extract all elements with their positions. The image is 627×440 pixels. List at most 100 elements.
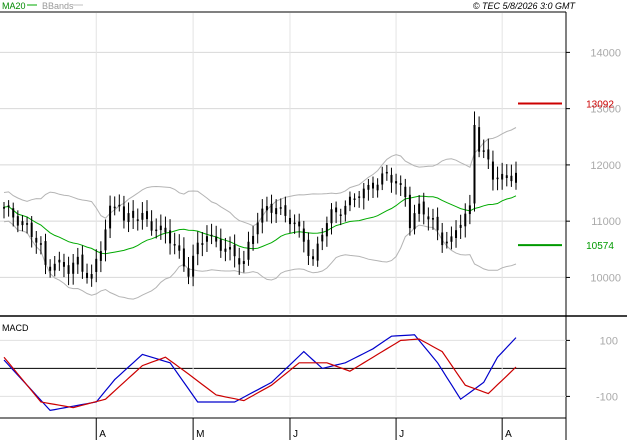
price-candle <box>307 232 310 266</box>
candle-body <box>122 206 125 221</box>
candle-body <box>86 272 89 278</box>
candle-body <box>178 245 181 251</box>
price-candle <box>408 186 411 236</box>
price-candle <box>478 116 481 158</box>
price-candle <box>459 214 462 239</box>
price-candle <box>413 204 416 235</box>
candle-body <box>201 243 204 245</box>
price-candle <box>427 207 430 231</box>
ma20-line <box>3 195 517 255</box>
candle-body <box>16 216 19 226</box>
candle-body <box>321 234 324 242</box>
price-candle <box>510 164 513 187</box>
x-tick-label: J <box>293 429 298 440</box>
candle-body <box>229 247 232 250</box>
candle-body <box>459 224 462 228</box>
candle-body <box>136 219 139 221</box>
candle-body <box>265 206 268 211</box>
bband-lower <box>3 220 517 300</box>
price-candle <box>238 247 241 275</box>
price-candle <box>215 225 218 248</box>
candle-body <box>210 234 213 237</box>
price-candle <box>3 202 5 219</box>
candle-body <box>238 258 241 265</box>
price-candle <box>339 208 342 226</box>
candle-body <box>150 221 153 231</box>
price-candle <box>270 194 273 224</box>
price-candle <box>86 263 89 284</box>
price-candle <box>49 259 52 278</box>
signal-line <box>3 338 517 409</box>
candle-body <box>422 201 425 215</box>
macd-grid <box>0 318 566 416</box>
candle-body <box>358 196 361 198</box>
price-tick-label: 12000 <box>590 160 621 172</box>
candle-body <box>159 225 162 231</box>
price-candle <box>219 228 222 258</box>
price-candle <box>229 236 232 261</box>
candle-body <box>298 221 301 227</box>
candle-body <box>58 259 61 263</box>
price-candle <box>145 200 148 227</box>
candle-body <box>501 173 504 180</box>
candle-body <box>496 177 499 180</box>
price-candle <box>404 178 407 207</box>
candle-body <box>487 149 490 160</box>
price-tick-label: 14000 <box>590 47 621 59</box>
candle-body <box>95 258 98 272</box>
candle-body <box>145 211 148 220</box>
price-candle <box>35 231 38 254</box>
x-tick-label: J <box>399 429 404 440</box>
candle-body <box>35 237 38 243</box>
candle-body <box>21 221 24 226</box>
price-candle <box>192 244 195 287</box>
price-candle <box>81 245 84 279</box>
candle-body <box>247 241 250 260</box>
price-candle <box>279 198 282 215</box>
price-candle <box>242 250 245 273</box>
candle-body <box>505 175 508 179</box>
x-tick-label: A <box>505 429 512 440</box>
x-tick-label: A <box>99 429 106 440</box>
price-candle <box>155 218 158 239</box>
candle-body <box>362 188 365 199</box>
candle-body <box>270 203 273 213</box>
price-candle <box>95 249 98 283</box>
price-candle <box>104 219 107 262</box>
price-candle <box>118 194 121 212</box>
price-candle <box>182 237 185 272</box>
candle-body <box>118 204 121 207</box>
candle-body <box>372 182 375 189</box>
candle-body <box>3 207 5 209</box>
price-candle <box>441 222 444 253</box>
candle-body <box>473 124 476 204</box>
candle-body <box>7 205 10 207</box>
price-candle <box>501 162 504 190</box>
candle-body <box>491 161 494 180</box>
candle-body <box>431 218 434 220</box>
candle-body <box>399 183 402 185</box>
price-candle <box>431 208 434 230</box>
price-candle <box>496 166 499 191</box>
price-candle <box>325 216 328 247</box>
price-candle <box>210 223 213 245</box>
candle-body <box>307 239 310 256</box>
candle-body <box>205 236 208 242</box>
price-candle <box>99 241 102 273</box>
candle-body <box>293 222 296 225</box>
candle-body <box>72 262 75 274</box>
price-candle <box>362 182 365 210</box>
price-candle <box>169 219 172 255</box>
price-candle <box>53 256 56 277</box>
candle-body <box>441 232 444 246</box>
price-candle <box>261 199 264 234</box>
price-candle <box>233 234 236 268</box>
price-candle <box>39 236 42 255</box>
price-candle <box>418 195 421 222</box>
resistance-level-label: 13092 <box>586 99 614 110</box>
price-candle <box>464 203 467 238</box>
candle-body <box>367 184 370 190</box>
price-candle <box>284 196 287 223</box>
price-candle <box>468 194 471 225</box>
price-candle <box>44 233 47 275</box>
